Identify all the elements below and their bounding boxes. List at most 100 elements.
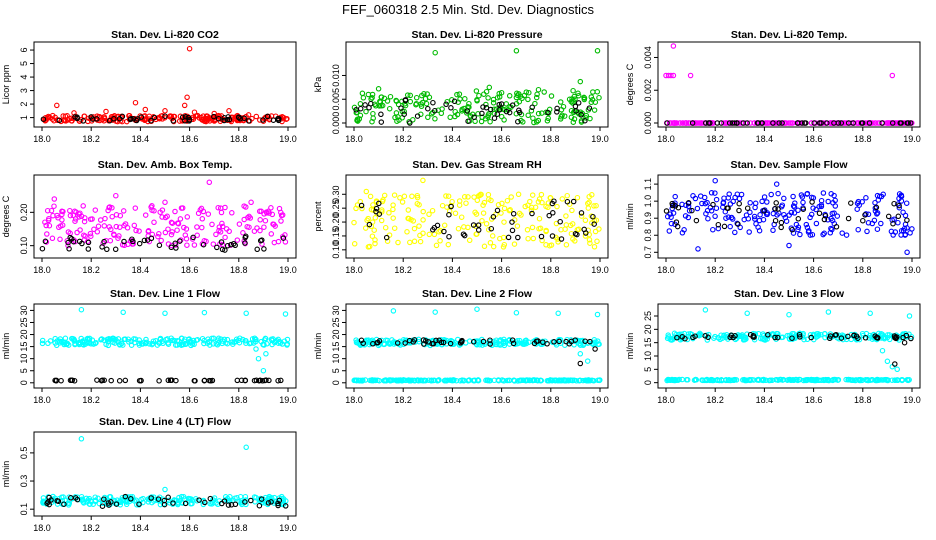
x-tick-label: 19.0 [279,134,297,144]
data-point [732,376,738,383]
data-point [233,114,239,120]
x-tick-label: 19.0 [591,134,609,144]
data-point [121,242,128,249]
data-point [583,112,590,119]
data-point [122,377,129,384]
y-tick-label: 0.8 [643,229,653,242]
data-point [712,213,718,220]
data-point [275,377,281,384]
data-point [590,89,596,95]
data-point [201,118,208,124]
data-point [496,94,503,100]
data-point [51,117,57,124]
panel-title: Stan. Dev. Amb. Box Temp. [98,159,233,171]
data-point [515,191,522,198]
data-point [461,224,467,230]
data-point [40,116,47,122]
data-point [514,337,521,344]
data-point [425,114,431,121]
data-point [354,109,360,116]
data-point [680,120,686,126]
data-point [470,222,477,228]
y-tick-label: 5 [19,61,29,66]
data-point [353,205,359,212]
data-point [729,120,736,126]
data-point [773,181,780,187]
y-tick-label: 0.005 [331,88,341,111]
data-point [559,377,565,384]
data-point [414,192,421,199]
y-tick-label: 20 [19,330,29,340]
data-point [268,231,275,237]
data-point [500,338,507,345]
data-point [878,220,884,227]
data-point [447,340,454,347]
data-point [667,336,674,343]
data-point [140,495,146,502]
data-point [822,213,829,219]
data-point [818,331,824,338]
data-point [120,309,126,316]
data-point [815,377,822,384]
data-point [545,378,552,384]
data-point [474,197,481,204]
data-point [179,114,186,120]
data-point [510,211,517,217]
data-point [835,120,842,126]
data-point [759,120,765,126]
data-point [123,501,130,508]
data-point [695,246,701,252]
data-point [813,206,819,213]
data-point [145,499,152,505]
data-point [351,219,357,226]
data-point [183,236,190,242]
data-point [378,111,384,118]
data-point [505,234,512,241]
data-point [471,378,478,384]
data-point [747,200,753,206]
data-point [452,210,459,217]
data-point [428,378,435,384]
data-point [175,220,182,227]
data-point [742,377,748,384]
data-point [262,335,269,342]
data-point [578,210,585,216]
data-point [687,72,694,79]
data-point [524,227,531,233]
data-point [859,330,866,337]
data-point [789,335,795,341]
data-point [480,104,486,110]
data-point [571,116,578,122]
data-point [440,339,447,346]
data-point [563,213,569,219]
data-point [216,224,223,230]
data-point [148,118,154,124]
data-point [522,203,528,210]
data-point [779,120,785,126]
data-point [670,210,677,216]
data-point [201,340,207,347]
data-point [594,48,601,54]
data-point [170,500,176,506]
data-point [59,211,65,218]
data-point [813,334,819,340]
data-point [760,377,766,384]
data-point [262,217,269,224]
x-tick-label: 18.2 [82,134,100,144]
data-point [770,120,776,126]
x-tick-label: 18.0 [345,265,363,275]
data-point [404,92,411,98]
y-tick-label: 20 [643,324,653,334]
x-tick-label: 18.6 [181,134,199,144]
data-point [192,378,198,384]
data-point [702,200,709,207]
data-point [768,191,774,198]
data-point [426,211,432,218]
data-point [359,205,365,212]
data-point [732,229,738,236]
data-point [544,341,550,347]
x-tick-label: 18.8 [230,395,248,405]
data-point [480,338,487,345]
x-tick-label: 18.6 [805,395,823,405]
data-point [772,334,778,341]
